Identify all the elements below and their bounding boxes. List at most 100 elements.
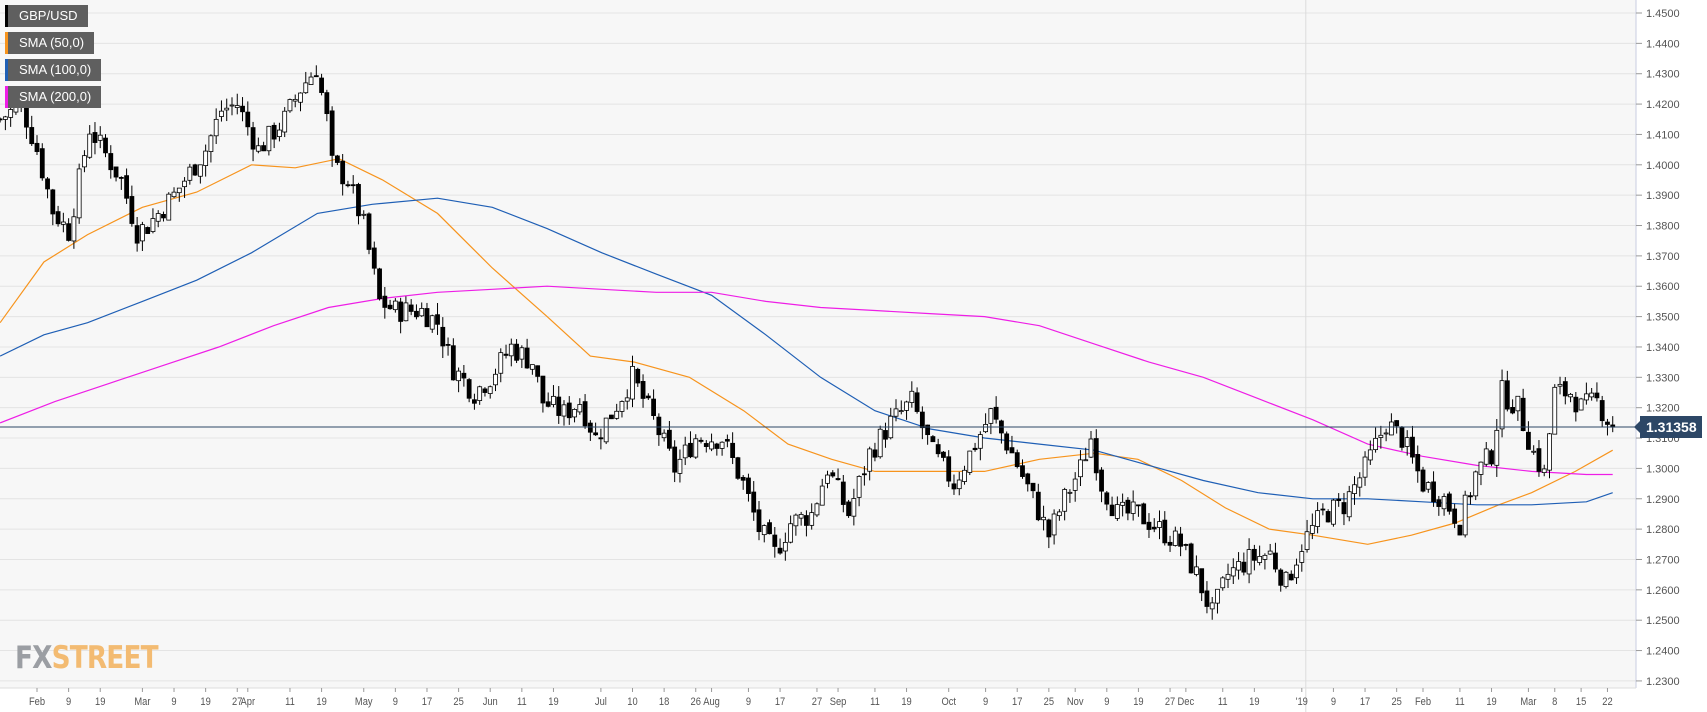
- candle-bearish: [261, 145, 267, 152]
- y-tick-label: 1.2700: [1646, 554, 1680, 566]
- candle-bearish: [1151, 526, 1157, 530]
- candle-bullish: [988, 408, 994, 424]
- candle-bearish: [1093, 438, 1099, 474]
- candle-bearish: [472, 399, 477, 404]
- candle-bullish: [303, 82, 309, 94]
- candle-bearish: [503, 353, 509, 356]
- candle-bearish: [466, 379, 472, 399]
- candle-bullish: [693, 438, 699, 458]
- candle-bullish: [577, 404, 583, 413]
- candle-bearish: [1188, 543, 1194, 574]
- candle-bearish: [861, 473, 867, 476]
- x-tick-label: 19: [316, 696, 327, 708]
- y-tick-label: 1.2500: [1646, 615, 1680, 627]
- candle-bearish: [830, 472, 836, 477]
- candle-bullish: [1362, 456, 1368, 478]
- y-tick-label: 1.4100: [1646, 129, 1680, 141]
- candle-bearish: [1446, 493, 1452, 512]
- candle-bullish: [203, 150, 209, 166]
- candle-bullish: [171, 191, 177, 198]
- candle-bearish: [1136, 504, 1141, 507]
- candle-bearish: [935, 444, 941, 455]
- candle-bullish: [1515, 395, 1521, 412]
- candle-bearish: [714, 443, 720, 449]
- candle-bearish: [1035, 491, 1041, 521]
- candle-bearish: [1526, 431, 1531, 450]
- y-tick-label: 1.2300: [1646, 676, 1680, 688]
- candle-bullish: [1262, 554, 1268, 560]
- candle-bearish: [667, 429, 672, 449]
- x-tick-label: 11: [870, 696, 880, 708]
- candle-bullish: [867, 448, 873, 472]
- candle-bullish: [308, 76, 314, 85]
- y-tick-label: 1.3800: [1646, 221, 1680, 233]
- candle-bullish: [255, 145, 261, 152]
- x-tick-label: Oct: [941, 696, 956, 708]
- candle-bearish: [1146, 521, 1152, 530]
- candle-bearish: [582, 401, 588, 427]
- candle-bearish: [29, 127, 35, 145]
- candle-bearish: [840, 481, 846, 505]
- legend-item-sma200[interactable]: SMA (200,0): [5, 86, 102, 108]
- moving-averages: [0, 158, 1613, 545]
- candle-bullish: [1114, 504, 1120, 519]
- candle-bearish: [1320, 508, 1326, 511]
- candle-bearish: [377, 268, 382, 300]
- candle-bullish: [1404, 437, 1410, 447]
- candle-bearish: [1199, 568, 1205, 594]
- candle-bullish: [1473, 471, 1479, 497]
- candle-bearish: [756, 509, 762, 533]
- candle-bearish: [1109, 504, 1115, 517]
- x-tick-label: 19: [548, 696, 559, 708]
- candle-bullish: [1246, 549, 1252, 575]
- candles: [0, 65, 1616, 620]
- candle-bearish: [324, 92, 330, 115]
- candle-bullish: [1230, 567, 1236, 577]
- candle-bullish: [1041, 516, 1046, 521]
- candle-bullish: [498, 352, 504, 374]
- last-price-label: 1.31358: [1634, 416, 1702, 438]
- candle-bullish: [962, 469, 967, 482]
- candle-bearish: [482, 388, 488, 393]
- legend-label: SMA (100,0): [19, 62, 92, 77]
- candle-bullish: [1051, 513, 1057, 536]
- legend-item-sma50[interactable]: SMA (50,0): [5, 32, 95, 54]
- candle-bearish: [1273, 552, 1278, 570]
- candle-bullish: [793, 514, 799, 527]
- legend-item-gbpusd[interactable]: GBP/USD: [5, 5, 88, 27]
- candle-bullish: [851, 498, 857, 517]
- candle-bullish: [1367, 449, 1373, 461]
- candle-bearish: [1420, 469, 1426, 492]
- x-tick-label: 9: [1104, 696, 1109, 708]
- candle-bearish: [1410, 436, 1415, 458]
- legend-item-sma100[interactable]: SMA (100,0): [5, 59, 102, 81]
- candle-bearish: [103, 137, 108, 154]
- candle-bullish: [709, 441, 714, 450]
- x-tick-label: Aug: [703, 696, 720, 708]
- candle-bullish: [508, 343, 514, 357]
- candle-bullish: [1225, 573, 1231, 580]
- candle-bullish: [182, 180, 187, 188]
- x-tick-label: 19: [1133, 696, 1144, 708]
- x-tick-label: 17: [422, 696, 433, 708]
- candle-bullish: [529, 364, 535, 370]
- candle-bullish: [429, 315, 435, 330]
- x-tick-label: Nov: [1067, 696, 1084, 708]
- candle-bearish: [703, 443, 709, 447]
- y-tick-label: 1.2900: [1646, 494, 1680, 506]
- y-tick-label: 1.4000: [1646, 160, 1680, 172]
- y-tick-label: 1.4400: [1646, 38, 1680, 50]
- candle-bearish: [408, 304, 414, 312]
- candle-bearish: [1415, 454, 1421, 472]
- candle-bearish: [1104, 492, 1110, 505]
- candle-bullish: [139, 224, 145, 242]
- y-tick-label: 1.3300: [1646, 372, 1680, 384]
- x-tick-label: Jul: [595, 696, 607, 708]
- candle-bullish: [1267, 550, 1273, 555]
- candle-bearish: [609, 414, 614, 420]
- candle-bullish: [392, 300, 398, 311]
- sma-line: [0, 285, 1613, 476]
- candle-bearish: [1536, 448, 1542, 472]
- candle-bullish: [788, 523, 794, 543]
- candle-bearish: [1336, 498, 1342, 502]
